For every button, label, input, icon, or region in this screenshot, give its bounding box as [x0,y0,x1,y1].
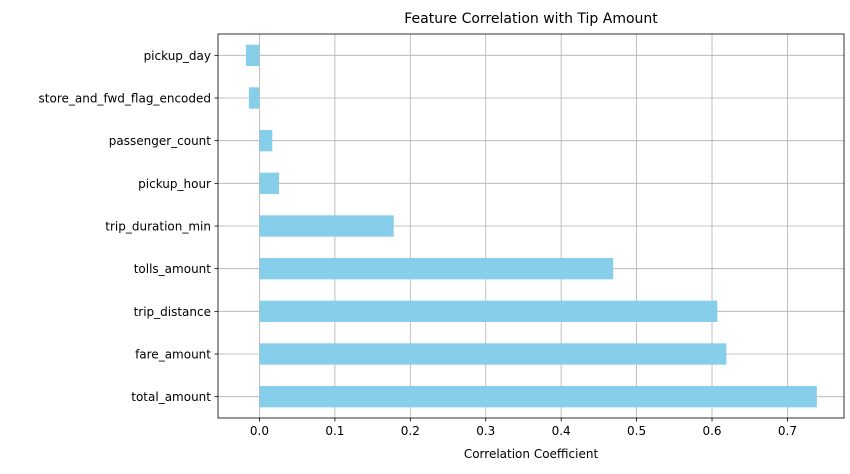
x-tick-label: 0.2 [401,424,420,438]
y-tick-label: fare_amount [135,348,211,362]
x-tick-label: 0.7 [778,424,797,438]
y-tick-label: trip_distance [134,305,211,319]
bar-total-amount [259,386,817,408]
x-tick-label: 0.5 [627,424,646,438]
x-tick-label: 0.1 [325,424,344,438]
y-axis-ticks: pickup_day store_and_fwd_flag_encodedpass… [39,49,218,404]
bars [245,44,817,408]
y-tick-label: passenger_count [109,134,212,148]
bar-passenger-count [259,130,273,152]
bar-store-and-fwd-flag-encoded [248,87,260,109]
bar-pickup-day [245,44,260,66]
x-tick-label: 0.4 [552,424,571,438]
x-axis-ticks: 0.0 0.1 0.2 0.3 0.4 0.5 0.6 0.7 [250,418,797,438]
bar-trip-distance [259,300,718,322]
y-tick-label: pickup_hour [138,177,211,191]
y-tick-label: store_and_fwd_flag_encoded [39,92,211,106]
bar-tolls-amount [259,258,614,280]
x-tick-label: 0.0 [250,424,269,438]
x-tick-label: 0.6 [702,424,721,438]
bar-trip-duration-min [259,215,394,237]
y-tick-label: tolls_amount [134,262,212,276]
bar-pickup-hour [259,172,280,194]
y-tick-label: total_amount [131,390,211,404]
y-tick-label: trip_duration_min [105,220,211,234]
bar-fare-amount [259,343,727,365]
chart-title: Feature Correlation with Tip Amount [404,11,658,27]
x-tick-label: 0.3 [476,424,495,438]
x-axis-label: Correlation Coefficient [464,447,599,461]
y-tick-label: pickup_day [144,49,211,63]
